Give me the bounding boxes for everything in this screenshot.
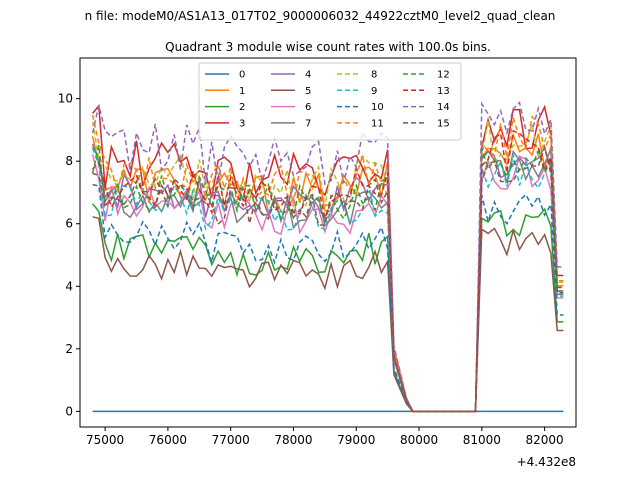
legend-label: 0 <box>239 70 245 81</box>
x-tick-label: 82000 <box>526 433 564 447</box>
x-tick-label: 79000 <box>337 433 375 447</box>
legend-label: 12 <box>437 70 450 81</box>
legend-label: 4 <box>305 70 311 81</box>
legend-label: 6 <box>305 102 311 113</box>
x-tick-label: 76000 <box>149 433 187 447</box>
figure-suptitle: n file: modeM0/AS1A13_017T02_9000006032_… <box>85 9 556 23</box>
x-offset-label: +4.432e8 <box>517 455 576 469</box>
y-tick-label: 6 <box>65 217 73 231</box>
legend-label: 8 <box>371 70 377 81</box>
legend-label: 14 <box>437 102 450 113</box>
y-tick-label: 4 <box>65 279 73 293</box>
y-tick-label: 2 <box>65 342 73 356</box>
legend-label: 13 <box>437 86 450 97</box>
series-line-5 <box>92 216 564 413</box>
chart-title: Quadrant 3 module wise count rates with … <box>165 40 491 54</box>
series-line-8 <box>91 119 564 413</box>
x-tick-label: 77000 <box>212 433 250 447</box>
legend-label: 10 <box>371 102 384 113</box>
legend-label: 3 <box>239 118 245 129</box>
legend-label: 9 <box>371 86 377 97</box>
x-tick-label: 75000 <box>86 433 124 447</box>
y-tick-label: 0 <box>65 404 73 418</box>
series-line-15 <box>92 144 564 413</box>
plot-area <box>91 101 564 413</box>
series-line-13 <box>92 129 564 413</box>
legend-label: 15 <box>437 118 450 129</box>
legend-label: 7 <box>305 118 311 129</box>
series-line-10 <box>92 183 564 413</box>
legend-label: 1 <box>239 86 245 97</box>
axes: 75000 76000 77000 78000 79000 80000 81000 82000… <box>58 92 564 447</box>
y-tick-label: 10 <box>58 92 73 106</box>
series-line-14 <box>91 101 564 413</box>
series-line-9 <box>91 147 564 413</box>
legend-label: 2 <box>239 102 245 113</box>
legend-label: 5 <box>305 86 311 97</box>
legend-label: 11 <box>371 118 384 129</box>
x-tick-label: 80000 <box>400 433 438 447</box>
plot-frame <box>79 57 577 428</box>
series-line-12 <box>91 145 564 413</box>
x-tick-label: 78000 <box>274 433 312 447</box>
series-line-2 <box>92 203 564 413</box>
x-tick-label: 81000 <box>463 433 501 447</box>
legend-box <box>198 62 462 141</box>
y-tick-label: 8 <box>65 154 73 168</box>
